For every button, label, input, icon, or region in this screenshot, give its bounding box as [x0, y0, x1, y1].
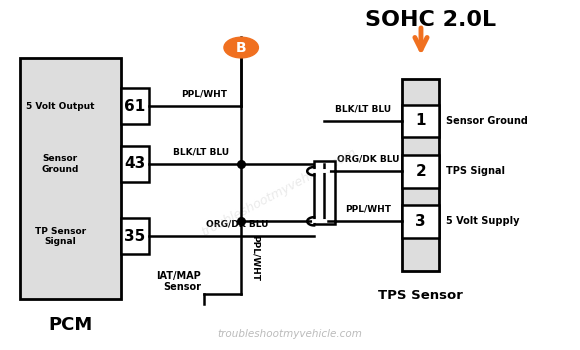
- Text: 2: 2: [415, 164, 426, 178]
- Text: 35: 35: [124, 229, 146, 244]
- Bar: [121, 218, 149, 254]
- Text: Sensor Ground: Sensor Ground: [446, 116, 528, 126]
- Bar: [20, 58, 121, 299]
- Circle shape: [224, 37, 259, 58]
- Bar: [402, 78, 440, 272]
- Text: 1: 1: [415, 113, 426, 128]
- Text: PPL/WHT: PPL/WHT: [181, 90, 227, 99]
- Text: B: B: [236, 41, 246, 55]
- Text: Sensor
Ground: Sensor Ground: [42, 154, 79, 174]
- Bar: [402, 105, 440, 137]
- Text: 5 Volt Supply: 5 Volt Supply: [446, 216, 520, 226]
- Text: PPL/WHT: PPL/WHT: [251, 234, 259, 281]
- Text: ORG/DK BLU: ORG/DK BLU: [337, 155, 400, 163]
- Text: 43: 43: [124, 156, 146, 172]
- Text: TPS Sensor: TPS Sensor: [378, 289, 463, 302]
- Text: SOHC 2.0L: SOHC 2.0L: [365, 10, 496, 30]
- Bar: [121, 88, 149, 124]
- Text: PPL/WHT: PPL/WHT: [346, 205, 392, 214]
- Bar: [121, 146, 149, 182]
- Text: TP Sensor
Signal: TP Sensor Signal: [35, 226, 86, 246]
- Bar: [402, 205, 440, 238]
- Text: TPS Signal: TPS Signal: [446, 166, 505, 176]
- Bar: [314, 161, 335, 224]
- Text: ORG/DK BLU: ORG/DK BLU: [206, 220, 269, 229]
- Text: BLK/LT BLU: BLK/LT BLU: [173, 147, 229, 156]
- Text: 61: 61: [124, 99, 146, 114]
- Text: PCM: PCM: [48, 316, 92, 334]
- Text: 5 Volt Output: 5 Volt Output: [26, 102, 95, 111]
- Text: BLK/LT BLU: BLK/LT BLU: [335, 104, 392, 113]
- Text: IAT/MAP
Sensor: IAT/MAP Sensor: [156, 271, 201, 292]
- Text: troubleshootmyvehicle.com: troubleshootmyvehicle.com: [199, 146, 358, 239]
- Text: 3: 3: [415, 214, 426, 229]
- Text: troubleshootmyvehicle.com: troubleshootmyvehicle.com: [218, 329, 362, 338]
- Bar: [402, 155, 440, 188]
